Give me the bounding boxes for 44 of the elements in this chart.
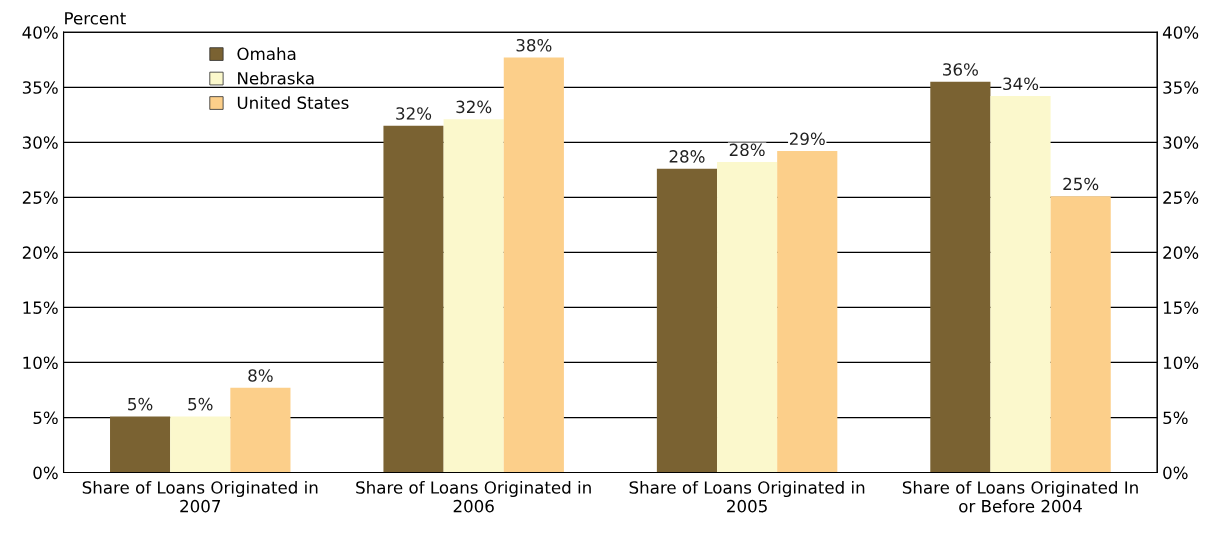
data-label: 34%: [1003, 77, 1039, 91]
y-tick-label: 20%: [22, 246, 58, 259]
x-tick-label: Share of Loans Originated in 2005: [629, 480, 865, 513]
legend-label: Omaha: [237, 47, 296, 61]
y2-tick-label: 20%: [1163, 246, 1199, 259]
data-label: 25%: [1063, 177, 1099, 191]
x-tick-label: Share of Loans Originated In or Before 2004: [902, 480, 1138, 513]
y-axis-title: Percent: [65, 12, 126, 25]
y2-tick-label: 40%: [1162, 26, 1199, 39]
y2-tick-label: 30%: [1163, 136, 1199, 149]
data-label: 28%: [669, 150, 705, 163]
y2-tick-label: 15%: [1163, 301, 1199, 314]
y-tick-label: 40%: [22, 26, 58, 39]
y-tick-label: 5%: [33, 411, 58, 425]
bar: [990, 96, 1051, 473]
legend-label: Nebraska: [238, 71, 314, 85]
data-label: 28%: [729, 143, 765, 157]
data-label: 36%: [943, 63, 978, 76]
bar: [170, 416, 231, 473]
bar: [230, 387, 291, 473]
y-tick-label: 30%: [22, 136, 58, 149]
data-label: 38%: [516, 38, 552, 52]
y2-tick-label: 35%: [1163, 81, 1199, 94]
data-label: 29%: [789, 132, 825, 146]
y2-tick-label: 10%: [1163, 356, 1199, 370]
bar: [717, 162, 778, 473]
y-tick-label: 35%: [22, 81, 58, 94]
y-tick-label: 0%: [33, 466, 58, 480]
x-tick-label: Share of Loans Originated in 2007: [82, 480, 318, 513]
y-tick-label: 10%: [23, 356, 58, 370]
bar: [110, 416, 171, 473]
x-tick-label: Share of Loans Originated in 2006: [356, 480, 591, 513]
y-tick-label: 15%: [23, 301, 58, 314]
y2-tick-label: 25%: [1163, 191, 1199, 204]
y2-tick-label: 0%: [1163, 466, 1188, 480]
data-label: 8%: [248, 369, 273, 382]
data-label: 5%: [128, 397, 153, 411]
y2-tick-label: 5%: [1163, 411, 1188, 425]
y-tick-label: 25%: [22, 191, 58, 204]
data-label: 32%: [456, 100, 492, 114]
data-label: 32%: [396, 107, 432, 120]
legend-label: United States: [237, 96, 349, 110]
data-label: 5%: [188, 397, 213, 411]
bar: [777, 151, 838, 473]
